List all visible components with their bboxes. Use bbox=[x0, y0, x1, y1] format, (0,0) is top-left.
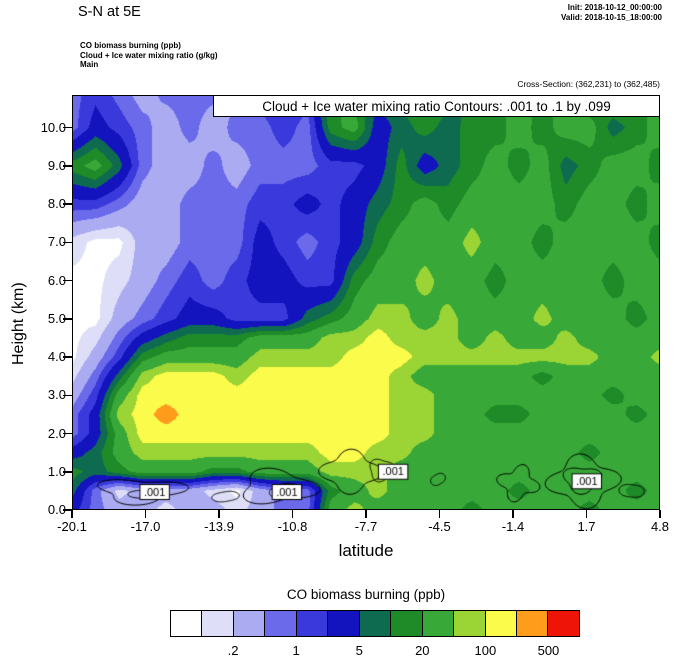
x-tick-label: -4.5 bbox=[428, 519, 451, 534]
y-tick-mark bbox=[63, 356, 72, 358]
colorbar-cell bbox=[264, 610, 297, 637]
x-tick-mark bbox=[585, 510, 588, 518]
y-tick-mark bbox=[63, 126, 72, 129]
y-tick-mark bbox=[63, 203, 72, 205]
colorbar-cell bbox=[453, 610, 486, 637]
y-tick-mark bbox=[63, 471, 72, 473]
y-tick-mark bbox=[63, 279, 72, 282]
legend-line-co: CO biomass burning (ppb) bbox=[80, 41, 181, 50]
x-axis-label: latitude bbox=[338, 541, 394, 560]
x-tick-mark bbox=[365, 510, 367, 518]
x-tick-mark bbox=[438, 510, 441, 518]
contour-field-canvas bbox=[72, 95, 660, 510]
x-tick-label: 1.7 bbox=[577, 519, 596, 534]
x-tick-mark bbox=[71, 510, 73, 518]
y-tick-mark bbox=[63, 165, 72, 167]
y-tick-label: 0.0 bbox=[47, 502, 66, 517]
y-tick-mark bbox=[63, 432, 72, 435]
colorbar-label: 5 bbox=[355, 643, 363, 658]
init-valid-times: Init: 2018-10-12_00:00:00 Valid: 2018-10… bbox=[561, 3, 662, 23]
x-tick-label: -13.9 bbox=[204, 519, 234, 534]
y-tick-label: 9.0 bbox=[47, 157, 66, 173]
legend-line-domain: Main bbox=[80, 60, 99, 69]
colorbar bbox=[170, 610, 581, 637]
field-legend: CO biomass burning (ppb) Cloud + Ice wat… bbox=[80, 41, 218, 70]
colorbar-cell bbox=[295, 610, 329, 637]
x-tick-label: -20.1 bbox=[57, 519, 87, 534]
y-tick-mark bbox=[63, 394, 72, 396]
y-tick-mark bbox=[63, 318, 72, 320]
y-tick-label: 8.0 bbox=[47, 196, 66, 211]
y-tick-label: 6.0 bbox=[47, 272, 66, 288]
x-tick-label: -7.7 bbox=[354, 519, 378, 534]
x-tick-label: 4.8 bbox=[650, 519, 670, 534]
x-tick-mark bbox=[144, 510, 147, 518]
colorbar-cell bbox=[547, 610, 581, 637]
y-tick-label: 3.0 bbox=[47, 387, 66, 403]
y-tick-label: 2.0 bbox=[47, 425, 66, 441]
valid-time: Valid: 2018-10-15_18:00:00 bbox=[561, 13, 662, 22]
init-time: Init: 2018-10-12_00:00:00 bbox=[567, 3, 662, 12]
y-tick-mark bbox=[63, 241, 72, 243]
x-tick-mark bbox=[291, 510, 294, 518]
colorbar-cell bbox=[170, 610, 203, 637]
legend-line-cloud: Cloud + Ice water mixing ratio (g/kg) bbox=[80, 50, 218, 60]
y-tick-label: 5.0 bbox=[47, 310, 66, 326]
colorbar-cell bbox=[484, 610, 518, 637]
y-tick-label: 10.0 bbox=[40, 119, 66, 135]
colorbar-label: 20 bbox=[415, 643, 430, 658]
x-tick-mark bbox=[659, 510, 661, 518]
x-tick-label: -17.0 bbox=[130, 519, 161, 534]
y-tick-mark bbox=[63, 509, 72, 511]
colorbar-cell bbox=[327, 610, 360, 637]
colorbar-label: 100 bbox=[474, 643, 497, 658]
colorbar-cell bbox=[232, 610, 266, 637]
colorbar-label: .2 bbox=[227, 643, 239, 658]
colorbar-cell bbox=[515, 610, 549, 637]
page-title: S-N at 5E bbox=[78, 4, 141, 20]
cross-section-coords: Cross-Section: (362,231) to (362,485) bbox=[517, 79, 660, 89]
colorbar-cell bbox=[358, 610, 392, 637]
colorbar-cell bbox=[390, 610, 423, 637]
x-tick-mark bbox=[512, 510, 514, 518]
x-tick-label: -10.8 bbox=[277, 519, 308, 534]
y-tick-label: 7.0 bbox=[47, 234, 66, 250]
colorbar-cell bbox=[421, 610, 455, 637]
colorbar-title: CO biomass burning (ppb) bbox=[286, 587, 446, 602]
colorbar-label: 500 bbox=[537, 643, 560, 658]
x-tick-label: -1.4 bbox=[501, 519, 525, 534]
y-tick-label: 1.0 bbox=[47, 463, 66, 479]
x-tick-mark bbox=[218, 510, 220, 518]
colorbar-cell bbox=[201, 610, 235, 637]
contour-info-box: Cloud + Ice water mixing ratio Contours:… bbox=[213, 95, 660, 117]
y-tick-label: 4.0 bbox=[47, 349, 66, 364]
colorbar-label: 1 bbox=[292, 643, 300, 658]
